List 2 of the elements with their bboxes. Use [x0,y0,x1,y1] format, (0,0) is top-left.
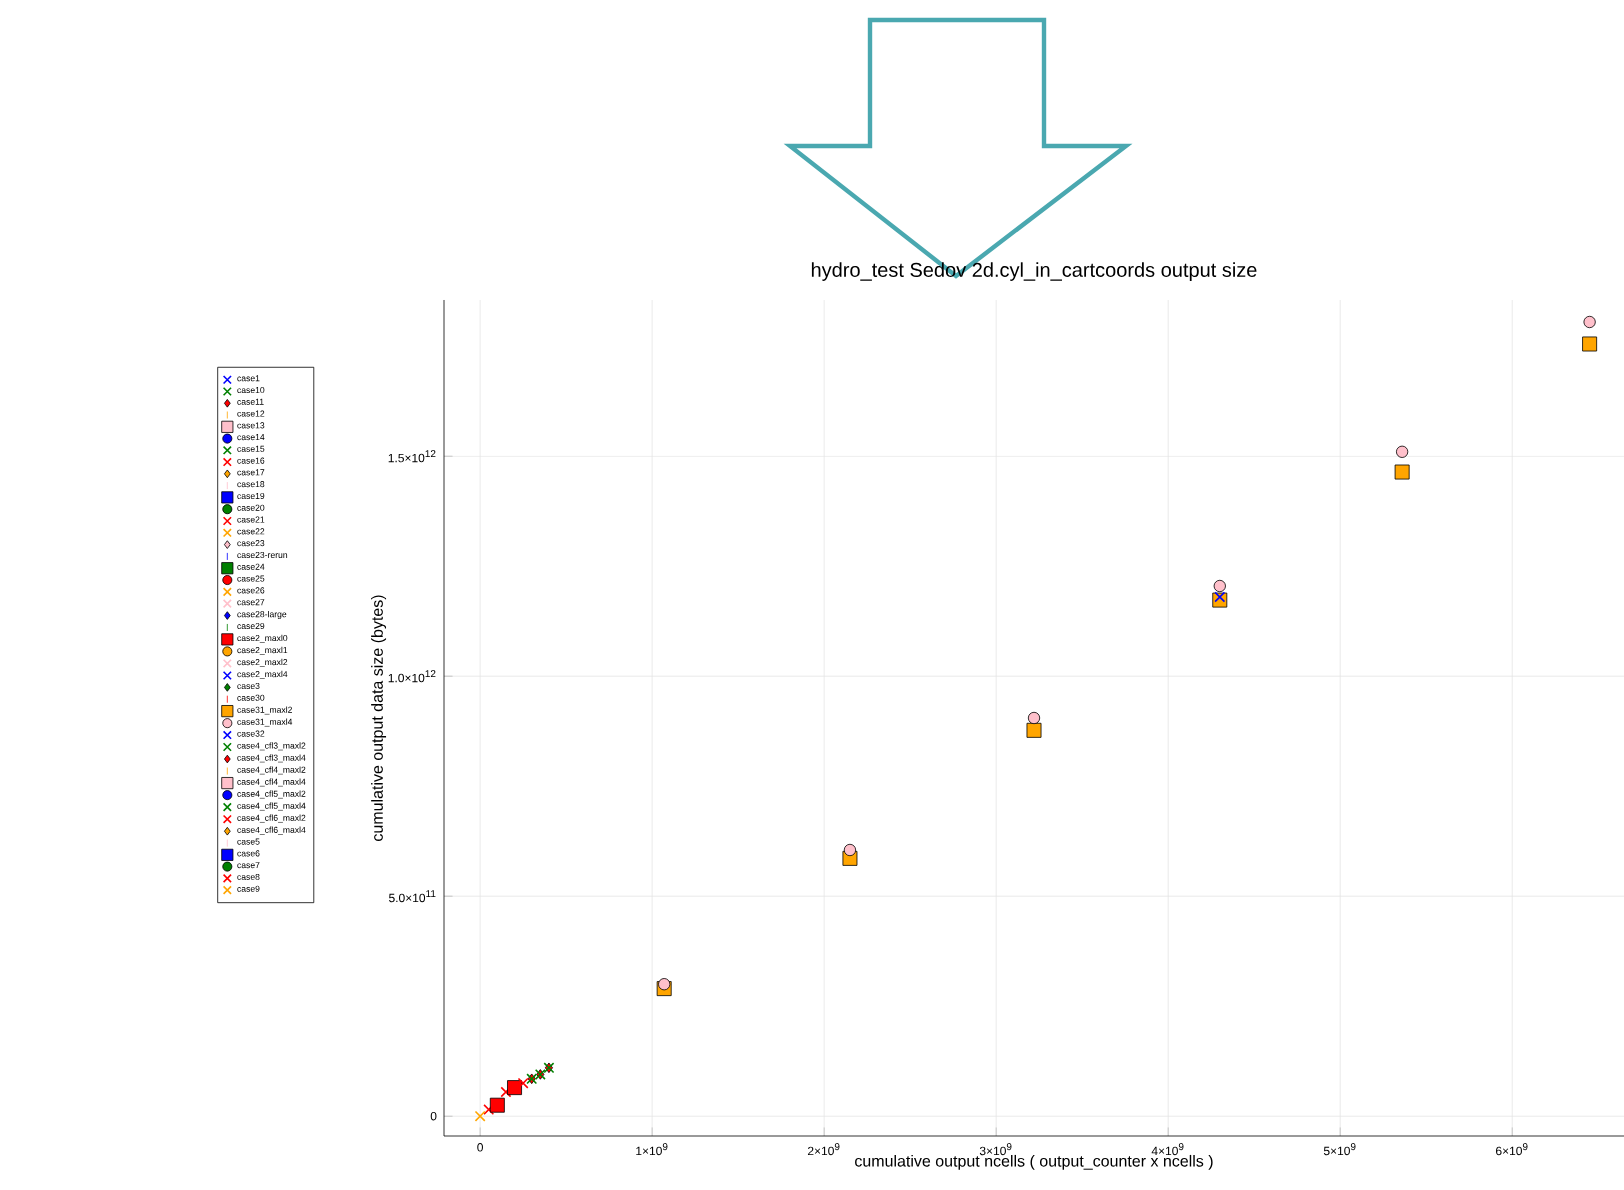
y-axis-title: cumulative output data size (bytes) [371,595,387,841]
x-axis-title: cumulative output ncells ( output_counter x ncells ) [855,1154,1213,1170]
